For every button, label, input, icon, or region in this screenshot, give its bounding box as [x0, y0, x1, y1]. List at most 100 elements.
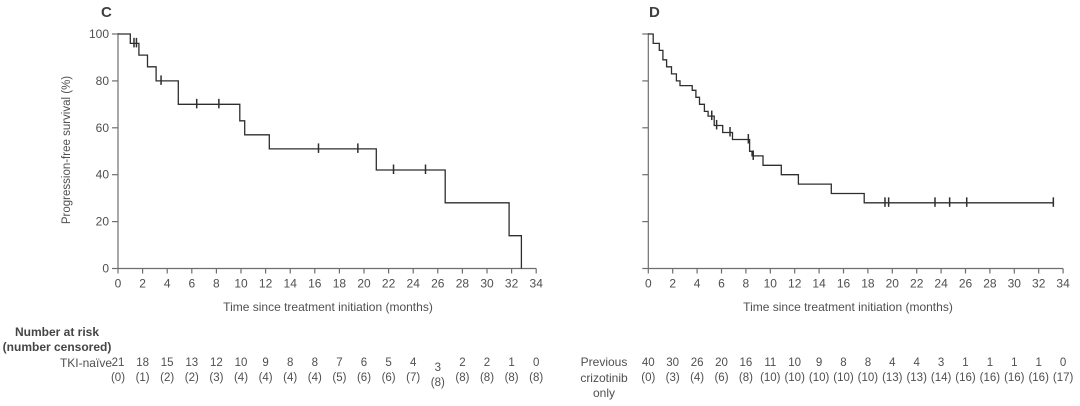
- at-risk-count: 0: [1059, 357, 1067, 369]
- at-risk-count: 1: [1035, 357, 1042, 369]
- censored-count: (13): [906, 372, 927, 384]
- at-risk-count: 8: [286, 357, 294, 369]
- x-tick-label: 16: [308, 277, 322, 291]
- at-risk-count: 26: [690, 357, 704, 369]
- at-risk-count: 40: [641, 357, 655, 369]
- censored-count: (10): [833, 372, 854, 384]
- censored-count: (17): [1052, 372, 1074, 384]
- survival-curve-c: [118, 33, 523, 269]
- risk-table-header: Number at risk (number censored): [0, 325, 114, 355]
- x-tick-label: 30: [480, 277, 494, 291]
- at-risk-count: 6: [360, 357, 368, 369]
- censored-count: (3): [665, 372, 680, 384]
- risk-row-label-previous-crizotinib: Previous crizotinib only: [568, 355, 640, 402]
- at-risk-count: 1: [508, 357, 515, 369]
- x-tick-label: 8: [743, 277, 750, 291]
- at-risk-count: 16: [739, 357, 753, 369]
- x-tick-label: 20: [357, 277, 371, 291]
- x-tick-label: 18: [333, 277, 347, 291]
- at-risk-count: 12: [209, 357, 223, 369]
- censored-count: (8): [455, 372, 470, 384]
- panel-c-letter: C: [101, 4, 112, 21]
- y-tick-label: 100: [89, 27, 109, 41]
- at-risk-count: 8: [311, 357, 318, 369]
- x-tick-label: 34: [1056, 277, 1070, 291]
- at-risk-count: 4: [409, 357, 417, 369]
- x-tick-label: 28: [456, 277, 470, 291]
- x-tick-label: 12: [788, 277, 802, 291]
- at-risk-count: 11: [764, 357, 777, 369]
- censored-count: (14): [930, 372, 952, 384]
- x-tick-label: 28: [983, 277, 997, 291]
- censored-count: (5): [332, 372, 347, 384]
- censored-count: (16): [979, 372, 1001, 384]
- censored-count: (10): [784, 372, 805, 384]
- panel-d-letter: D: [649, 4, 660, 21]
- censored-count: (8): [504, 372, 519, 384]
- at-risk-count: 2: [459, 357, 466, 369]
- x-tick-label: 26: [431, 277, 445, 291]
- risk-row-label-tki-naive: TKI-naïve: [26, 356, 112, 370]
- censored-count: (8): [430, 377, 445, 389]
- censored-count: (4): [690, 372, 705, 384]
- censored-count: (4): [233, 372, 249, 384]
- x-tick-label: 2: [139, 277, 146, 291]
- at-risk-count: 8: [840, 357, 847, 369]
- censored-count: (8): [529, 372, 544, 384]
- at-risk-count: 3: [937, 357, 945, 369]
- x-tick-label: 14: [812, 277, 826, 291]
- censored-count: (6): [714, 372, 729, 384]
- risk-row-label-line: only: [592, 386, 615, 400]
- at-risk-count: 4: [913, 357, 920, 369]
- at-risk-count: 13: [185, 357, 199, 369]
- censored-count: (1): [135, 372, 150, 384]
- at-risk-count: 30: [666, 357, 680, 369]
- x-tick-label: 6: [188, 277, 195, 291]
- at-risk-count: 10: [234, 357, 248, 369]
- x-tick-label: 2: [669, 277, 676, 291]
- censored-count: (8): [479, 372, 495, 384]
- x-tick-label: 16: [837, 277, 851, 291]
- risk-row-label-line: Previous: [580, 355, 628, 369]
- censored-count: (4): [258, 372, 273, 384]
- x-tick-label: 4: [164, 277, 171, 291]
- y-axis-title: Progression-free survival (%): [61, 75, 73, 225]
- x-tick-label: 14: [284, 277, 298, 291]
- at-risk-count: 21: [111, 357, 125, 369]
- at-risk-count: 4: [889, 357, 896, 369]
- at-risk-count: 18: [136, 357, 149, 369]
- survival-curve-d: [648, 33, 1054, 204]
- at-risk-count: 20: [715, 357, 728, 369]
- censored-count: (16): [1028, 372, 1049, 384]
- x-tick-label: 0: [115, 277, 122, 291]
- risk-header-line2: (number censored): [2, 340, 112, 354]
- at-risk-count: 0: [532, 357, 540, 369]
- x-tick-label: 22: [910, 277, 924, 291]
- x-tick-label: 32: [1032, 277, 1046, 291]
- risk-row-label-line: crizotinib: [580, 370, 628, 385]
- x-tick-label: 0: [645, 277, 652, 291]
- at-risk-count: 2: [483, 357, 491, 369]
- censored-count: (2): [184, 372, 199, 384]
- y-tick-label: 20: [96, 215, 110, 229]
- x-tick-label: 10: [764, 277, 778, 291]
- at-risk-count: 1: [962, 357, 969, 369]
- x-tick-label: 32: [505, 277, 519, 291]
- censored-count: (0): [641, 372, 656, 384]
- censored-count: (16): [955, 372, 976, 384]
- censored-count: (10): [857, 372, 879, 384]
- x-tick-label: 6: [718, 277, 725, 291]
- x-tick-label: 20: [886, 277, 900, 291]
- x-tick-label: 8: [213, 277, 220, 291]
- at-risk-count: 1: [1011, 357, 1018, 369]
- x-tick-label: 18: [861, 277, 875, 291]
- censored-count: (4): [307, 372, 322, 384]
- x-tick-label: 10: [234, 277, 248, 291]
- censored-count: (16): [1004, 372, 1025, 384]
- censored-count: (6): [381, 372, 396, 384]
- at-risk-count: 5: [385, 357, 392, 369]
- y-tick-label: 80: [96, 74, 110, 88]
- y-tick-label: 60: [96, 121, 110, 135]
